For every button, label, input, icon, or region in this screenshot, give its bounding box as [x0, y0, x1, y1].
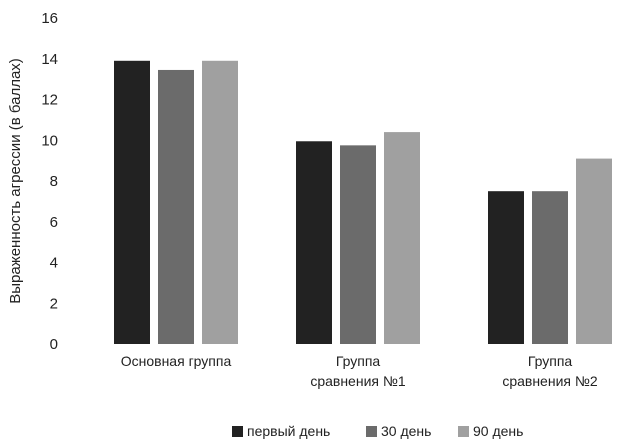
- legend-swatch: [458, 426, 469, 437]
- legend-label: 90 день: [473, 423, 523, 439]
- y-axis-ticks: 0 2 4 6 8 10 12 14 16: [41, 10, 58, 353]
- bar: [384, 132, 420, 344]
- category-label: Основная группа: [121, 353, 232, 369]
- bar: [158, 69, 194, 345]
- category-label: сравнения №1: [310, 373, 406, 389]
- bar: [488, 191, 524, 344]
- bar: [296, 141, 332, 344]
- y-tick-label: 10: [41, 132, 58, 149]
- bar: [202, 60, 238, 344]
- y-tick-label: 8: [50, 173, 58, 190]
- legend-label: первый день: [247, 423, 330, 439]
- bar: [576, 158, 612, 344]
- y-tick-label: 12: [41, 92, 58, 109]
- y-tick-label: 16: [41, 10, 58, 27]
- y-axis-title: Выраженность агрессии (в баллах): [7, 58, 24, 304]
- bars: [114, 60, 612, 345]
- y-tick-label: 14: [41, 51, 58, 68]
- y-tick-label: 6: [50, 214, 58, 231]
- category-label: Группа: [528, 353, 573, 369]
- category-label: Группа: [336, 353, 381, 369]
- legend-swatch: [232, 426, 243, 437]
- bar: [532, 191, 568, 344]
- y-tick-label: 4: [50, 255, 58, 272]
- y-tick-label: 0: [50, 336, 58, 353]
- legend-label: 30 день: [381, 423, 431, 439]
- bar: [114, 60, 150, 344]
- category-label: сравнения №2: [502, 373, 598, 389]
- bar: [340, 145, 376, 344]
- y-axis-title-group: Выраженность агрессии (в баллах): [7, 58, 24, 304]
- y-tick-label: 2: [50, 295, 58, 312]
- category-labels: Основная группа Группа сравнения №1 Группа с…: [121, 353, 598, 389]
- legend-swatch: [366, 426, 377, 437]
- legend: первый день 30 день 90 день: [232, 423, 523, 439]
